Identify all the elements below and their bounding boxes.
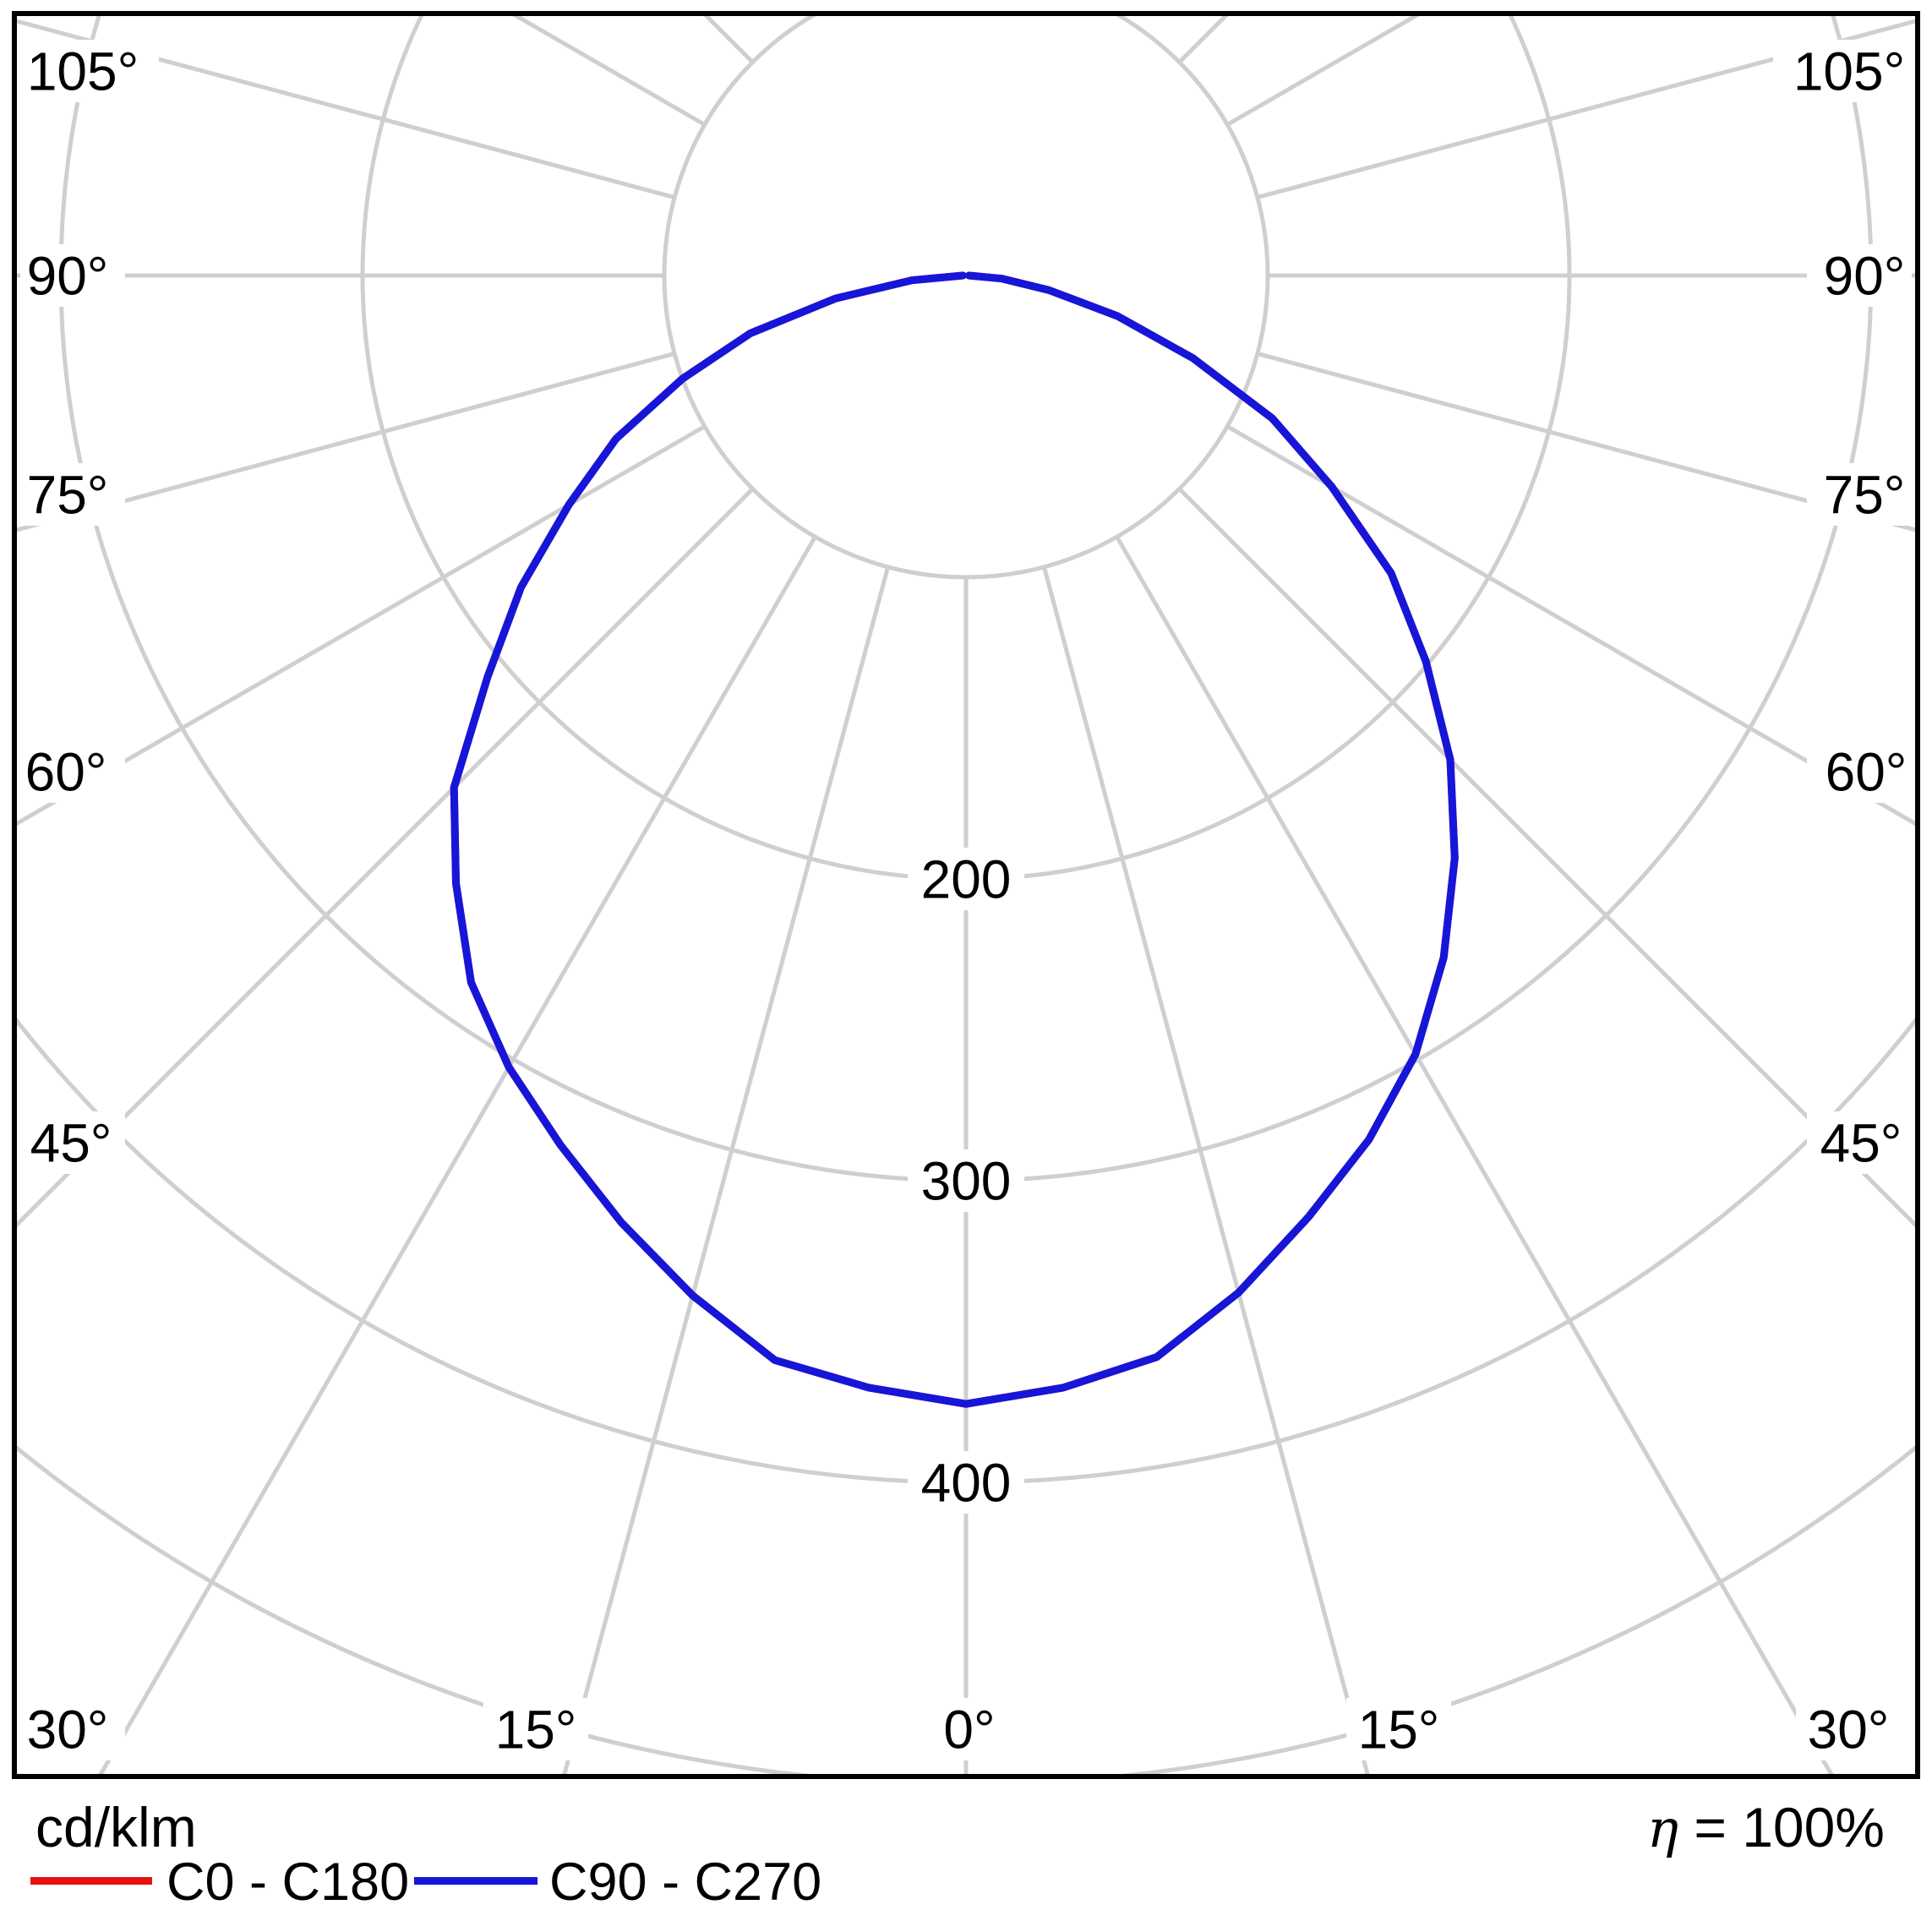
grid-angle-line-15 <box>1041 566 1370 1774</box>
angle-label-bottom-0: 30° <box>27 1700 109 1760</box>
radius-label-400-mask <box>908 1451 1024 1514</box>
angle-label-right-1-mask <box>1807 244 1912 307</box>
eta-symbol: η <box>1646 1798 1678 1859</box>
angle-label-left-3: 60° <box>25 742 107 803</box>
radius-label-300: 300 <box>921 1151 1012 1212</box>
angle-label-left-3-mask <box>20 740 125 803</box>
grid-angle-line--105 <box>17 19 675 200</box>
angle-label-left-1: 90° <box>27 246 109 307</box>
angle-label-bottom-3-mask <box>1346 1698 1451 1760</box>
radius-label-400: 400 <box>921 1453 1012 1514</box>
angle-label-bottom-4: 30° <box>1808 1700 1890 1760</box>
units-label: cd/klm <box>35 1796 197 1858</box>
angle-label-bottom-2: 0° <box>943 1700 995 1760</box>
angle-label-right-3-mask <box>1807 740 1912 803</box>
angle-label-bottom-0-mask <box>20 1698 125 1760</box>
angle-label-right-2: 75° <box>1824 465 1906 526</box>
angle-label-left-0: 105° <box>27 41 139 102</box>
grid-angle-line-105 <box>1257 19 1915 200</box>
grid-angle-line-30 <box>1115 535 1834 1774</box>
angle-label-left-4-mask <box>20 1111 125 1174</box>
light-output-ratio: η = 100% <box>1647 1795 1885 1861</box>
grid-angle-line--75 <box>17 351 675 532</box>
eta-value: = 100% <box>1694 1796 1885 1858</box>
angle-label-bottom-1: 15° <box>495 1700 577 1760</box>
grid-angle-line--60 <box>17 424 707 827</box>
grid-labels: 30° 15° 0° 15° 30° 105° 90° 75° 60° 45° 105° 90° 75°… <box>20 40 1912 1760</box>
radius-label-200: 200 <box>921 849 1012 910</box>
angle-label-right-0-mask <box>1773 40 1912 102</box>
intensity-curves <box>450 271 1459 1408</box>
angle-label-right-4-mask <box>1807 1111 1912 1174</box>
angle-label-right-3: 60° <box>1826 742 1907 803</box>
angle-label-left-4: 45° <box>30 1113 112 1174</box>
legend-swatch-c0-c180 <box>30 1877 152 1885</box>
legend-label-c0-c180: C0 - C180 <box>166 1853 410 1912</box>
radius-label-300-mask <box>908 1149 1024 1212</box>
grid-angle-line-75 <box>1257 351 1915 532</box>
angle-label-right-2-mask <box>1807 463 1912 526</box>
angle-label-left-1-mask <box>20 244 125 307</box>
curve-c90-c270 <box>450 271 1459 1408</box>
angle-label-left-2: 75° <box>27 465 109 526</box>
grid-angle-line--15 <box>562 566 891 1774</box>
chart-frame <box>12 11 1920 1779</box>
angle-label-right-0: 105° <box>1793 41 1905 102</box>
angle-label-left-0-mask <box>20 40 159 102</box>
angle-label-right-1: 90° <box>1824 246 1906 307</box>
radius-label-200-mask <box>908 848 1024 910</box>
legend-label-c90-c270: C90 - C270 <box>549 1853 822 1912</box>
angle-label-right-4: 45° <box>1820 1113 1902 1174</box>
grid-angle-line-60 <box>1225 424 1915 827</box>
angle-label-left-2-mask <box>20 463 125 526</box>
legend-swatch-c90-c270 <box>414 1877 538 1885</box>
grid-angle-line--30 <box>98 535 817 1774</box>
angle-label-bottom-4-mask <box>1796 1698 1901 1760</box>
angle-label-bottom-3: 15° <box>1358 1700 1440 1760</box>
angle-label-bottom-1-mask <box>483 1698 588 1760</box>
angle-label-bottom-2-mask <box>934 1698 1005 1760</box>
